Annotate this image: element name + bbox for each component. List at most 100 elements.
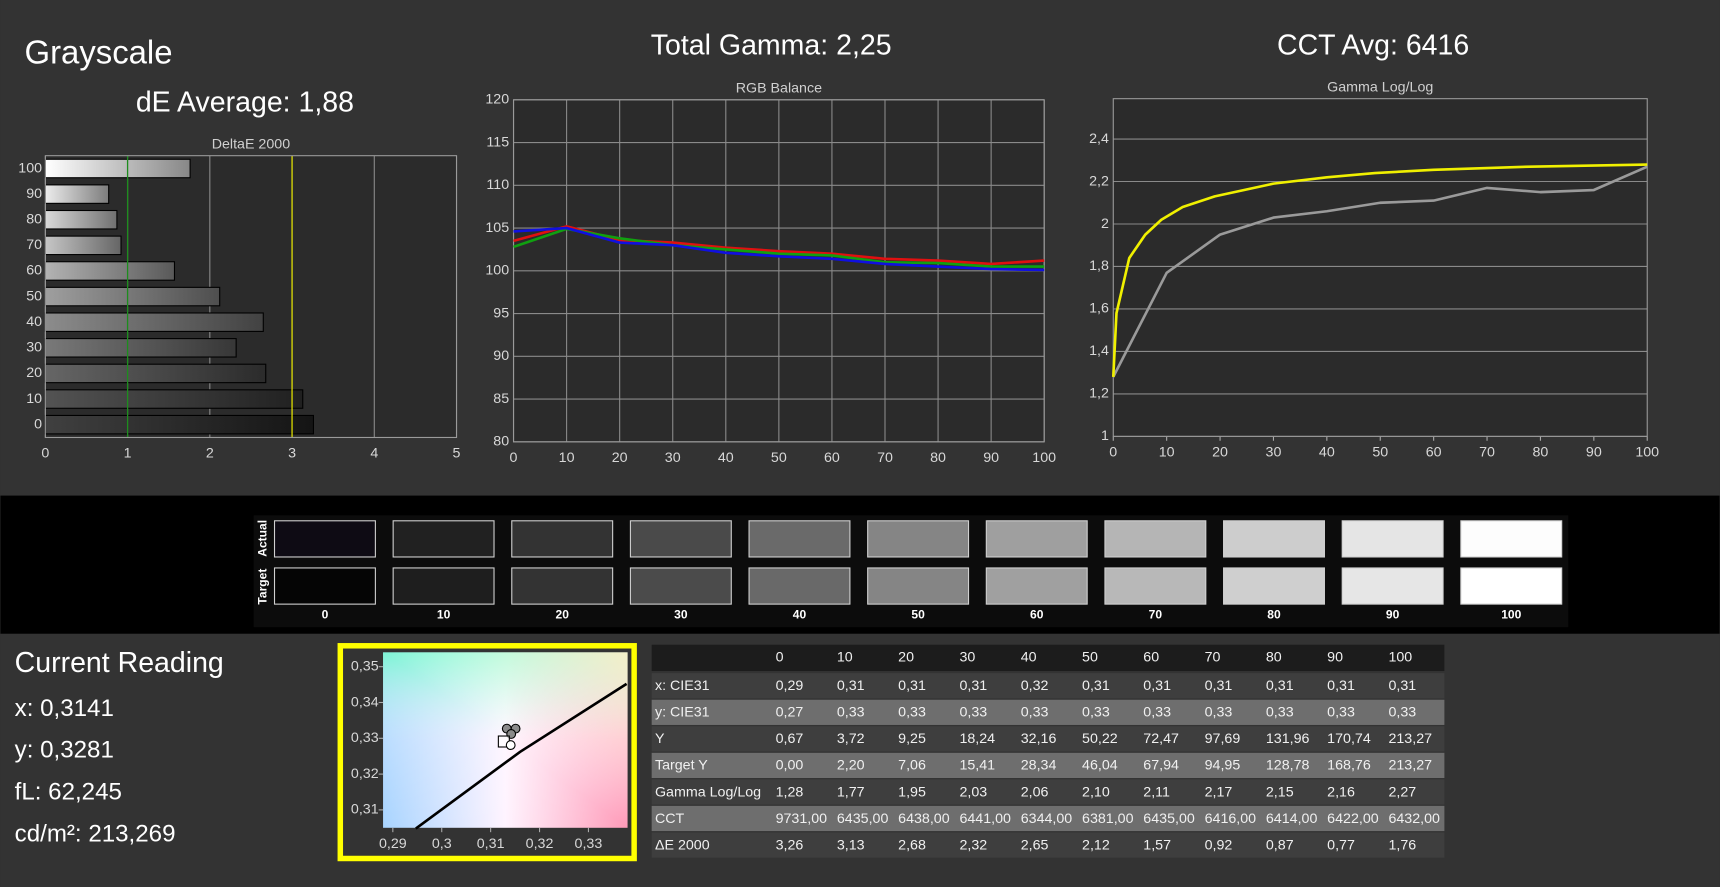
chart-title: DeltaE 2000 [212, 136, 291, 152]
column-header: 50 [1082, 650, 1098, 666]
y-tick-label: 2 [1101, 216, 1109, 232]
table-cell: 0,33 [898, 705, 926, 721]
bar [44, 414, 314, 435]
cct-average: CCT Avg: 6416 [1277, 30, 1469, 62]
table-cell: 32,16 [1021, 731, 1057, 747]
plot-border [1112, 98, 1648, 437]
y-tick-label: 120 [485, 92, 509, 108]
table-cell: 1,57 [1143, 837, 1171, 853]
target-swatch [511, 567, 614, 605]
actual-swatch [985, 520, 1088, 558]
planckian-locus [415, 682, 628, 830]
table-cell: 3,13 [837, 837, 865, 853]
y-tick-label: 10 [26, 391, 42, 407]
reading-line: fL: 62,245 [15, 779, 122, 806]
table-cell: 0,29 [776, 678, 804, 694]
target-swatch [985, 567, 1088, 605]
table-cell: 2,32 [959, 837, 987, 853]
table-cell: 6416,00 [1205, 811, 1257, 827]
table-cell: 0,33 [1388, 705, 1416, 721]
target-swatch [392, 567, 495, 605]
actual-swatch [511, 520, 614, 558]
table-cell: 0,92 [1205, 837, 1233, 853]
x-tick-label: 1 [124, 446, 132, 462]
table-cell: 7,06 [898, 758, 926, 774]
bar [44, 389, 304, 409]
swatch-label: 20 [556, 607, 570, 621]
row-label: CCT [655, 811, 685, 827]
y-tick-label: 30 [26, 340, 42, 356]
table-cell: 50,22 [1082, 731, 1118, 747]
y-tick-label: 80 [26, 211, 42, 227]
table-cell: 0,77 [1327, 837, 1355, 853]
x-tick-label: 90 [983, 450, 999, 466]
table-header-bg [651, 644, 1445, 672]
series-line [513, 226, 1045, 272]
column-header: 100 [1388, 650, 1412, 666]
x-tick-label: 20 [612, 450, 628, 466]
y-tick-label: 2,4 [1089, 131, 1109, 147]
y-tick-label: 60 [26, 263, 42, 279]
actual-swatch [1223, 520, 1325, 558]
column-header: 90 [1327, 650, 1343, 666]
actual-swatch [1460, 520, 1563, 558]
actual-swatch [1341, 520, 1444, 558]
page-title: Grayscale [25, 34, 173, 71]
table-cell: 2,15 [1266, 784, 1294, 800]
table-cell: 2,12 [1082, 837, 1110, 853]
table-cell: 0,87 [1266, 837, 1294, 853]
x-tick-label: 0 [510, 450, 518, 466]
column-header: 60 [1143, 650, 1159, 666]
x-tick-label: 60 [1426, 445, 1442, 461]
target-swatch [867, 567, 970, 605]
table-cell: 6441,00 [959, 811, 1011, 827]
table-cell: 2,16 [1327, 784, 1355, 800]
y-tick-label: 0,33 [351, 730, 379, 746]
reading-line: y: 0,3281 [15, 737, 114, 764]
swatch-label: 90 [1386, 607, 1400, 621]
table-cell: 6414,00 [1266, 811, 1318, 827]
table-cell: 0,33 [1327, 705, 1355, 721]
bar [44, 286, 221, 307]
column-header: 80 [1266, 650, 1282, 666]
column-header: 70 [1205, 650, 1221, 666]
table-cell: 213,27 [1388, 731, 1432, 747]
row-label: Target Y [655, 758, 708, 774]
table-cell: 2,68 [898, 837, 926, 853]
plot-border [44, 155, 458, 439]
y-tick-label: 80 [493, 434, 509, 450]
x-tick-label: 10 [1159, 445, 1175, 461]
y-tick-label: 20 [26, 365, 42, 381]
column-header: 40 [1021, 650, 1037, 666]
table-cell: 0,00 [776, 758, 804, 774]
chart-title: RGB Balance [736, 81, 822, 97]
row-label: ΔE 2000 [655, 837, 710, 853]
table-cell: 0,31 [1082, 678, 1110, 694]
bar [44, 184, 110, 204]
y-tick-label: 1,6 [1089, 301, 1109, 317]
table-cell: 0,27 [776, 705, 804, 721]
swatch-label: 50 [911, 607, 925, 621]
table-cell: 6438,00 [898, 811, 950, 827]
y-tick-label: 100 [485, 263, 509, 279]
target-swatch [1460, 567, 1563, 605]
target-swatch [748, 567, 851, 605]
target-swatch [629, 567, 732, 605]
actual-swatch [392, 520, 495, 558]
cie-frame [337, 643, 637, 862]
y-tick-label: 95 [493, 305, 509, 321]
y-tick-label: 100 [18, 160, 42, 176]
y-tick-label: 0,35 [351, 658, 379, 674]
table-cell: 213,27 [1388, 758, 1432, 774]
table-cell: 0,31 [1266, 678, 1294, 694]
x-tick-label: 0,33 [575, 836, 603, 852]
swatch-label: 80 [1267, 607, 1281, 621]
bar [44, 312, 264, 332]
table-cell: 168,76 [1327, 758, 1371, 774]
table-row [651, 832, 1445, 858]
bar [44, 338, 237, 358]
y-tick-label: 105 [485, 220, 509, 236]
plot-border [512, 99, 1045, 443]
bar [44, 158, 191, 179]
